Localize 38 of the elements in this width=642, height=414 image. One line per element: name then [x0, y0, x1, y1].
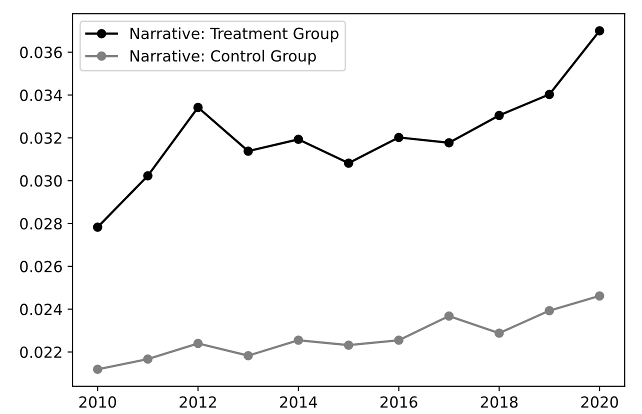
point	[143, 171, 153, 180]
y-tick-label: 0.034	[20, 90, 62, 102]
point	[92, 364, 102, 374]
x-tick-label: 2016	[380, 396, 418, 408]
point	[344, 158, 354, 168]
y-tick-label: 0.026	[20, 260, 62, 272]
x-tick-label: 2012	[180, 396, 216, 408]
y-tick-label: 0.036	[20, 46, 62, 58]
y-tick-label: 0.028	[20, 218, 62, 230]
point	[544, 306, 554, 316]
y-tick-label: 0.024	[20, 304, 62, 316]
point	[193, 338, 203, 348]
x-tick-label: 2020	[581, 396, 618, 408]
point	[92, 222, 102, 232]
point	[244, 350, 253, 360]
point	[594, 291, 604, 301]
point	[444, 138, 454, 148]
legend-label: Narrative: Treatment Group	[130, 27, 338, 42]
point	[344, 340, 354, 350]
x-tick-label: 2018	[480, 396, 518, 408]
legend-label: Narrative: Control Group	[130, 50, 316, 65]
y-tick-label: 0.030	[20, 175, 62, 187]
point	[394, 336, 404, 345]
point	[444, 311, 454, 321]
x-tick-label: 2014	[280, 396, 317, 408]
point	[143, 354, 153, 364]
point	[244, 146, 253, 156]
point	[594, 26, 604, 36]
x-tick-label: 2010	[79, 396, 116, 408]
y-tick-label: 0.032	[20, 132, 62, 144]
point	[294, 336, 304, 345]
point	[193, 102, 203, 112]
point	[294, 134, 304, 144]
y-tick-label: 0.022	[20, 346, 62, 358]
point	[544, 90, 554, 100]
point	[494, 110, 504, 120]
point	[494, 328, 504, 338]
point	[394, 132, 404, 142]
